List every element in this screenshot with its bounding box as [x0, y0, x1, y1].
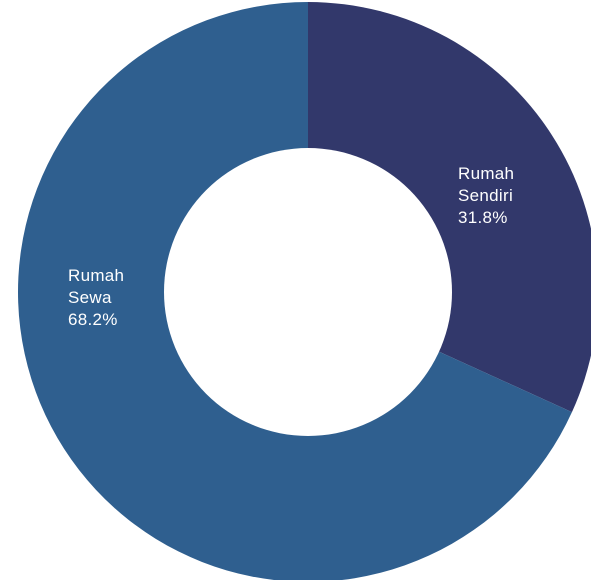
slice-value-label: 31.8% — [458, 208, 508, 227]
labels-layer: Rumah Sendiri 31.8% Rumah Sewa 68.2% — [68, 164, 514, 329]
slice-label-line: Rumah — [68, 266, 124, 285]
donut-hole — [164, 148, 452, 436]
slice-label-line: Rumah — [458, 164, 514, 183]
slice-label-1: Rumah Sewa 68.2% — [68, 266, 124, 329]
slice-label-line: Sendiri — [458, 186, 513, 205]
slice-label-line: Sewa — [68, 288, 112, 307]
slice-label-0: Rumah Sendiri 31.8% — [458, 164, 514, 227]
slice-value-label: 68.2% — [68, 310, 118, 329]
